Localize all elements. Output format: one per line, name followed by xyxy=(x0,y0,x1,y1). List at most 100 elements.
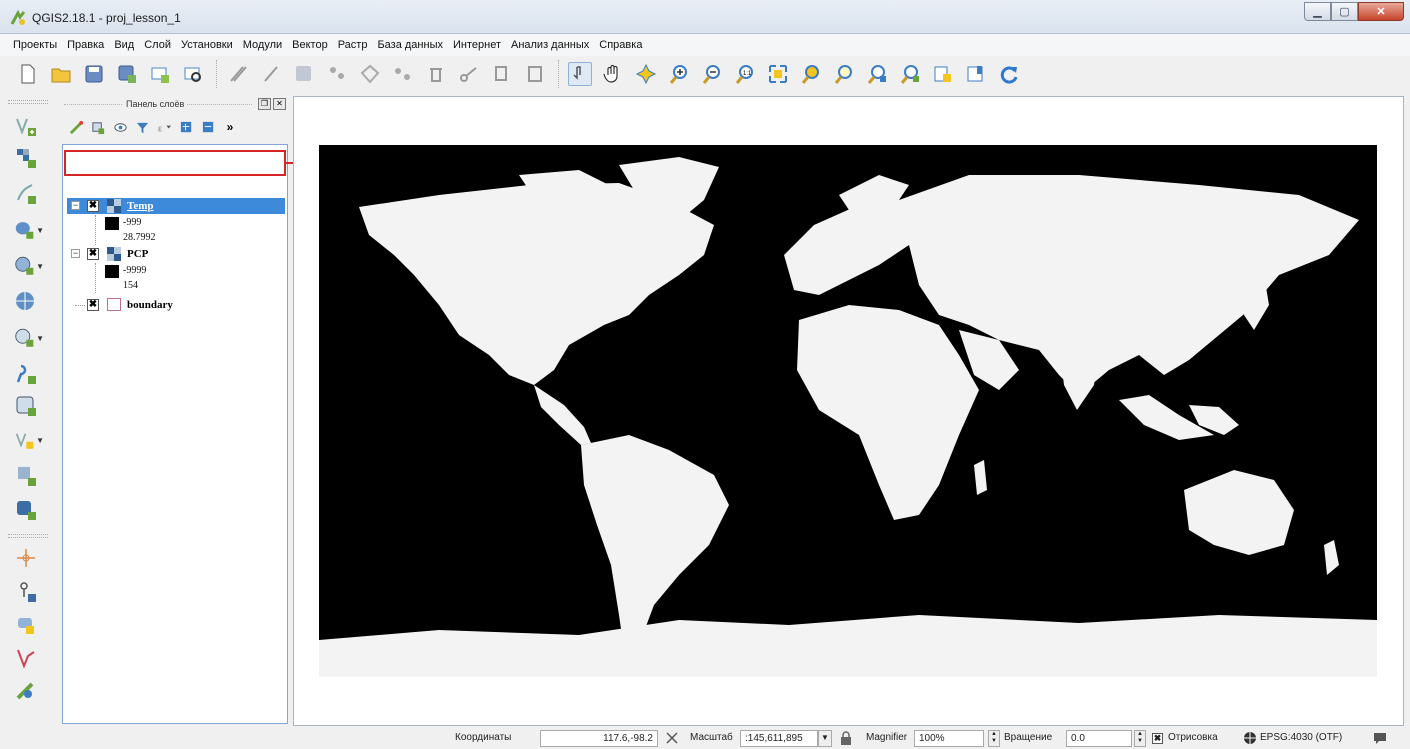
save-as-icon[interactable] xyxy=(115,62,139,86)
new-bookmark-icon[interactable] xyxy=(964,62,988,86)
add-oracle-layer-icon[interactable] xyxy=(14,462,44,490)
maximize-button[interactable]: ▢ xyxy=(1331,2,1358,21)
temp-visibility-checkbox[interactable]: ✖ xyxy=(87,200,99,212)
add-feature-icon[interactable] xyxy=(325,62,349,86)
add-spatialite-layer-icon[interactable]: ▼ xyxy=(14,252,44,280)
boundary-visibility-checkbox[interactable]: ✖ xyxy=(87,299,99,311)
minimize-button[interactable]: ▁ xyxy=(1304,2,1331,21)
collapse-all-icon[interactable] xyxy=(200,119,216,135)
zoom-native-icon[interactable]: 1:1 xyxy=(733,62,757,86)
more-tools-icon[interactable]: » xyxy=(226,120,234,134)
add-vector-layer-icon[interactable] xyxy=(14,112,44,140)
crs-label[interactable]: EPSG:4030 (OTF) xyxy=(1260,732,1343,743)
add-mssql-layer-icon[interactable] xyxy=(14,496,44,524)
new-shapefile-layer-icon[interactable]: ▼ xyxy=(14,426,44,454)
menu-database[interactable]: База данных xyxy=(377,39,443,51)
georeferencer-icon[interactable] xyxy=(14,544,44,572)
zoom-in-icon[interactable] xyxy=(667,62,691,86)
manage-visibility-icon[interactable] xyxy=(112,119,128,135)
menu-edit[interactable]: Правка xyxy=(67,39,105,51)
plugin-manager-icon[interactable] xyxy=(14,678,44,706)
menu-view[interactable]: Вид xyxy=(114,39,135,51)
crs-globe-icon[interactable] xyxy=(1242,730,1258,746)
open-project-icon[interactable] xyxy=(49,62,73,86)
menu-layer[interactable]: Слой xyxy=(144,39,171,51)
layer-name-pcp[interactable]: PCP xyxy=(127,248,149,260)
toolbar-grip[interactable] xyxy=(8,534,48,538)
filter-legend-icon[interactable] xyxy=(134,119,150,135)
save-project-icon[interactable] xyxy=(82,62,106,86)
touch-zoom-pan-icon[interactable] xyxy=(568,62,592,86)
coordinate-capture-icon[interactable] xyxy=(14,612,44,640)
composer-manager-icon[interactable] xyxy=(181,62,205,86)
add-wms-layer-icon[interactable] xyxy=(14,288,44,316)
close-button[interactable]: ✕ xyxy=(1358,2,1404,21)
zoom-full-icon[interactable] xyxy=(766,62,790,86)
move-feature-icon[interactable] xyxy=(358,62,382,86)
world-raster-map[interactable] xyxy=(319,145,1377,677)
pan-map-icon[interactable] xyxy=(601,62,625,86)
add-virtual-layer-icon[interactable] xyxy=(14,392,44,420)
node-tool-icon[interactable] xyxy=(391,62,415,86)
paste-features-icon[interactable] xyxy=(523,62,547,86)
collapse-pcp-icon[interactable]: − xyxy=(71,248,80,258)
menu-plugins[interactable]: Модули xyxy=(242,39,283,51)
refresh-icon[interactable] xyxy=(997,62,1021,86)
pan-to-selection-icon[interactable] xyxy=(634,62,658,86)
scale-field[interactable]: :145,611,895 xyxy=(740,730,818,747)
undock-panel-button[interactable]: ❐ xyxy=(258,98,271,110)
layer-styling-icon[interactable] xyxy=(68,119,84,135)
delete-selected-icon[interactable] xyxy=(424,62,448,86)
zoom-out-icon[interactable] xyxy=(700,62,724,86)
add-wcs-layer-icon[interactable] xyxy=(14,360,44,388)
collapse-temp-icon[interactable]: − xyxy=(71,200,80,210)
zoom-to-selection-icon[interactable] xyxy=(799,62,823,86)
menu-projects[interactable]: Проекты xyxy=(13,39,58,51)
zoom-next-icon[interactable] xyxy=(898,62,922,86)
add-group-icon[interactable] xyxy=(90,119,106,135)
save-layer-edits-icon[interactable] xyxy=(292,62,316,86)
copy-features-icon[interactable] xyxy=(490,62,514,86)
current-edits-icon[interactable] xyxy=(226,62,250,86)
toggle-editing-icon[interactable] xyxy=(259,62,283,86)
zoom-to-layer-icon[interactable] xyxy=(832,62,856,86)
menu-vector[interactable]: Вектор xyxy=(292,39,328,51)
zoom-last-icon[interactable] xyxy=(865,62,889,86)
filter-expression-icon[interactable]: ε xyxy=(156,119,172,135)
magnifier-spinner-icon[interactable]: ▲ ▼ xyxy=(988,730,1000,747)
pcp-visibility-checkbox[interactable]: ✖ xyxy=(87,248,99,260)
rotation-spinner-icon[interactable]: ▲ ▼ xyxy=(1134,730,1146,747)
render-checkbox[interactable]: ✖ xyxy=(1152,733,1163,744)
add-postgis-layer-icon[interactable]: ▼ xyxy=(14,216,44,244)
layers-panel-header[interactable]: Панель слоёв ❐ ✕ xyxy=(60,96,288,114)
menu-help[interactable]: Справка xyxy=(599,39,643,51)
processing-toolbox-icon[interactable] xyxy=(14,644,44,672)
new-print-composer-icon[interactable] xyxy=(148,62,172,86)
map-tips-icon[interactable] xyxy=(931,62,955,86)
expand-all-icon[interactable] xyxy=(178,119,194,135)
add-raster-layer-icon[interactable] xyxy=(14,144,44,172)
magnifier-field[interactable]: 100% xyxy=(914,730,984,747)
legend-swatch-min xyxy=(105,217,119,230)
menu-settings[interactable]: Установки xyxy=(180,39,233,51)
messages-icon[interactable] xyxy=(1372,730,1388,746)
menu-raster[interactable]: Растр xyxy=(337,39,368,51)
close-panel-button[interactable]: ✕ xyxy=(273,98,286,110)
layer-name-boundary[interactable]: boundary xyxy=(127,299,173,311)
toggle-extents-icon[interactable] xyxy=(664,730,680,746)
coordinates-field[interactable]: 117.6,-98.2 xyxy=(540,730,658,747)
scale-dropdown-icon[interactable]: ▼ xyxy=(818,730,832,747)
rotation-field[interactable]: 0.0 xyxy=(1066,730,1132,747)
gps-tools-icon[interactable] xyxy=(14,578,44,606)
layer-name-temp[interactable]: Temp xyxy=(127,200,154,212)
menu-analysis[interactable]: Анализ данных xyxy=(510,39,590,51)
new-project-icon[interactable] xyxy=(16,62,40,86)
add-wfs-layer-icon[interactable]: ▼ xyxy=(14,324,44,352)
lock-scale-icon[interactable] xyxy=(838,730,854,746)
add-delimited-text-layer-icon[interactable] xyxy=(14,180,44,208)
selected-layer-row[interactable] xyxy=(67,198,285,214)
cut-features-icon[interactable] xyxy=(457,62,481,86)
toolbar-grip[interactable] xyxy=(8,100,48,104)
layer-tree[interactable]: − ✖ Temp -999 28.7992 − ✖ PCP -9999 154 … xyxy=(62,144,288,724)
menu-web[interactable]: Интернет xyxy=(452,39,501,51)
